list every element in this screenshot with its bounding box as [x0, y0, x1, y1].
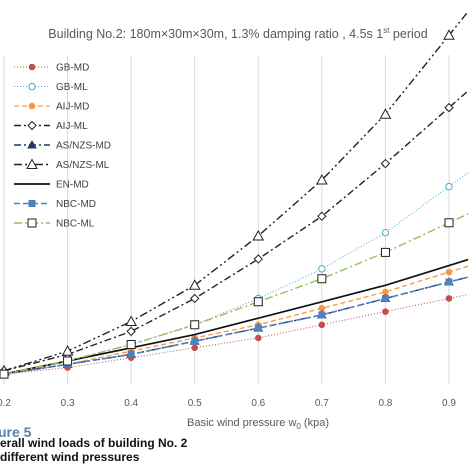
data-point [381, 294, 389, 302]
x-tick-label: 0.6 [251, 398, 265, 409]
data-point [61, 345, 74, 356]
legend-label: GB-MD [56, 63, 89, 74]
series-line [3, 276, 469, 375]
data-point [318, 265, 326, 273]
data-point [318, 311, 326, 319]
legend-marker [28, 82, 36, 91]
series-en-md [3, 258, 469, 375]
x-tick-label: 0.2 [0, 398, 11, 409]
legend: GB-MD GB-ML AIJ-MD AIJ-ML AS/NZS-MD AS/NZS-ML… [14, 63, 111, 230]
series-line [3, 90, 469, 372]
legend-item: AIJ-ML [14, 120, 88, 132]
series-aij-ml [0, 90, 469, 376]
legend-item: NBC-MD [14, 199, 96, 210]
data-point [191, 344, 199, 352]
legend-marker [28, 63, 36, 71]
legend-label: NBC-MD [56, 199, 96, 210]
data-point [445, 182, 453, 191]
x-tick-label: 0.5 [188, 398, 202, 409]
data-point [380, 158, 391, 169]
legend-item: GB-ML [14, 82, 88, 93]
data-point [190, 320, 200, 330]
x-tick-label: 0.8 [378, 398, 392, 409]
data-point [191, 337, 199, 345]
x-tick-labels: 0.2 0.3 0.4 0.5 0.6 0.7 0.8 0.9 [0, 398, 456, 409]
x-axis-title: Basic wind pressure w0 (kpa) [187, 417, 329, 431]
legend-item: EN-MD [14, 180, 89, 191]
data-point [380, 247, 390, 257]
data-point [126, 326, 136, 337]
series-line [3, 294, 469, 375]
legend-marker [28, 102, 36, 110]
data-point [252, 229, 265, 241]
data-point [253, 297, 263, 307]
legend-label: AIJ-ML [56, 121, 88, 132]
legend-marker [27, 120, 37, 131]
legend-marker [28, 200, 36, 207]
chart-title: Building No.2: 180m×30m×30m, 1.3% dampin… [48, 26, 427, 41]
data-point [445, 268, 453, 276]
x-tick-label: 0.7 [315, 398, 329, 409]
data-point [254, 324, 262, 332]
data-point [445, 295, 453, 302]
data-point [382, 308, 389, 315]
data-point [317, 211, 327, 221]
figure-label: ure 5 [0, 424, 32, 440]
data-point [381, 228, 390, 237]
series-nbc-ml [0, 213, 469, 379]
legend-label: EN-MD [56, 180, 89, 191]
data-point [318, 321, 326, 329]
data-point [444, 218, 454, 228]
legend-label: GB-ML [56, 82, 88, 93]
x-tick-label: 0.4 [124, 398, 138, 409]
legend-label: AS/NZS-ML [56, 160, 110, 171]
series-lines [0, 11, 469, 379]
caption-line-1: erall wind loads of building No. 2 [0, 436, 188, 450]
data-point [253, 254, 263, 264]
data-point [444, 102, 454, 113]
x-tick-label: 0.3 [61, 398, 75, 409]
data-point [379, 108, 392, 119]
data-point [190, 293, 200, 304]
data-point [254, 334, 262, 342]
caption-line-2: different wind pressures [0, 450, 140, 464]
data-point [445, 278, 453, 286]
legend-item: AIJ-MD [14, 102, 89, 113]
legend-marker [27, 139, 37, 149]
data-point [316, 173, 328, 185]
data-point [126, 340, 136, 350]
legend-label: NBC-ML [56, 219, 95, 230]
data-point [127, 350, 135, 358]
data-point [317, 274, 327, 284]
legend-item: NBC-ML [14, 218, 95, 230]
data-point [0, 369, 9, 379]
data-point [63, 356, 73, 366]
data-point [188, 279, 201, 290]
series-line [3, 265, 469, 375]
x-tick-label: 0.9 [442, 398, 456, 409]
series-line [3, 258, 469, 375]
series-line [3, 213, 469, 375]
data-point [125, 315, 137, 326]
data-point [443, 29, 455, 40]
legend-item: GB-MD [14, 63, 89, 74]
legend-marker [26, 158, 38, 169]
legend-item: AS/NZS-MD [14, 139, 111, 152]
legend-label: AIJ-MD [56, 102, 89, 113]
legend-label: AS/NZS-MD [56, 141, 111, 152]
legend-item: AS/NZS-ML [14, 158, 110, 171]
legend-marker [27, 218, 37, 228]
